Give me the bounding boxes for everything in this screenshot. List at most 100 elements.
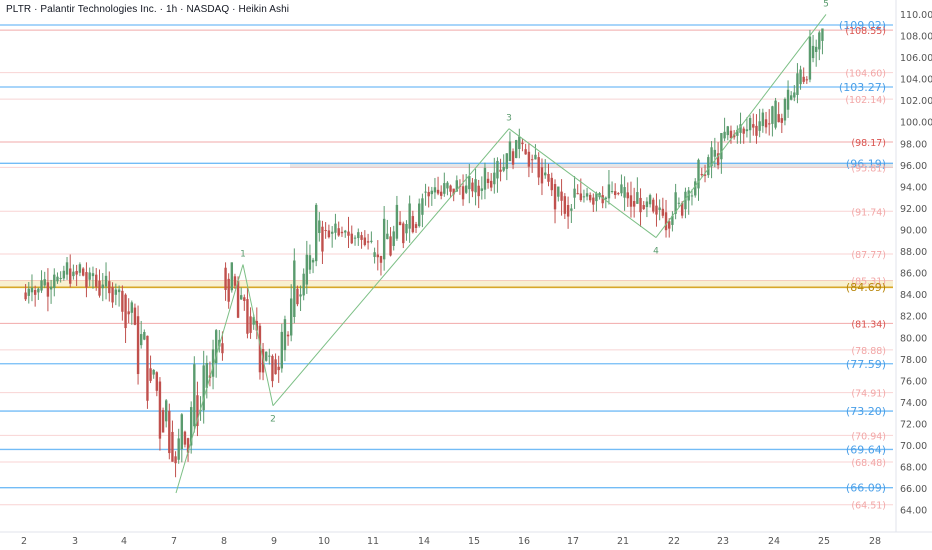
candle-body (121, 290, 124, 312)
candle-body (239, 295, 243, 300)
candle-body (464, 185, 468, 193)
y-tick-label: 80.00 (900, 333, 927, 344)
candle-body (573, 188, 576, 198)
candle-body (171, 431, 174, 462)
candle-body (739, 124, 742, 133)
candle-body (563, 196, 567, 214)
candle-body (789, 95, 793, 100)
candle-body (286, 334, 290, 337)
level-label: (96.19) (846, 157, 886, 170)
candle-body (408, 203, 411, 229)
level-label: (69.64) (846, 443, 886, 456)
candle-body (461, 186, 465, 200)
candle-body (642, 205, 645, 210)
candle-body (592, 197, 595, 205)
level-label: (74.91) (851, 389, 886, 400)
candle-body (402, 223, 405, 244)
candle-body (302, 273, 305, 296)
candle-body (405, 224, 408, 234)
candle-body (687, 190, 690, 201)
candle-body (249, 316, 252, 333)
candle-body (379, 255, 383, 263)
candle-body (530, 159, 534, 161)
candle-body (411, 216, 415, 233)
candle-body (386, 233, 389, 240)
candle-body (553, 184, 557, 210)
candle-body (742, 128, 745, 134)
candle-body (601, 195, 604, 204)
candle-body (334, 223, 337, 233)
y-tick-label: 66.00 (900, 484, 927, 495)
candle-body (186, 438, 190, 453)
candle-body (196, 395, 199, 427)
candle-body (449, 185, 452, 192)
candle-body (91, 273, 95, 277)
y-tick-label: 76.00 (900, 376, 927, 387)
candle-body (274, 359, 277, 375)
candle-body (246, 299, 249, 334)
candle-body (280, 331, 284, 369)
candle-body (771, 106, 774, 124)
candle-body (418, 203, 421, 227)
candle-body (427, 191, 430, 197)
candle-body (49, 286, 53, 290)
candle-body (69, 268, 72, 284)
candle-body (81, 268, 85, 276)
y-tick-label: 68.00 (900, 463, 927, 474)
x-tick-label: 16 (518, 536, 530, 547)
level-label: (81.34) (851, 319, 886, 330)
candle-body (805, 79, 809, 81)
wave-line (242, 264, 274, 406)
candle-body (761, 112, 765, 127)
candle-body (152, 369, 155, 375)
y-tick-label: 92.00 (900, 204, 927, 215)
candle-body (424, 191, 427, 193)
candle-body (780, 118, 784, 123)
candle-body (483, 167, 487, 190)
candle-body (155, 372, 159, 391)
candle-body (133, 307, 137, 325)
candle-body (443, 183, 446, 194)
candle-body (499, 169, 502, 172)
candle-body (95, 274, 98, 287)
candle-body (793, 92, 796, 98)
candle-body (439, 191, 443, 196)
candle-body (389, 236, 392, 256)
candle-body (289, 298, 293, 336)
candle-body (729, 130, 733, 139)
candle-body (65, 262, 69, 275)
candle-body (764, 119, 768, 128)
y-tick-label: 70.00 (900, 441, 927, 452)
candle-body (655, 205, 658, 215)
candle-body (588, 194, 592, 201)
candle-body (576, 193, 579, 195)
candle-body (544, 172, 547, 176)
x-tick-label: 17 (567, 536, 579, 547)
wave-label: 4 (653, 247, 659, 257)
candle-body (117, 289, 121, 293)
candle-body (174, 456, 177, 464)
candle-body (255, 320, 259, 331)
x-tick-label: 7 (171, 536, 177, 547)
candle-body (373, 252, 376, 257)
candle-body (40, 280, 43, 291)
level-label: (84.69) (846, 281, 886, 294)
x-tick-label: 2 (21, 536, 27, 547)
candle-body (452, 188, 455, 195)
candle-body (477, 185, 480, 197)
level-label: (77.59) (846, 358, 886, 371)
candle-body (480, 188, 484, 191)
candle-body (233, 276, 237, 286)
candle-body (382, 218, 386, 260)
candle-body (579, 193, 583, 201)
level-label: (98.17) (851, 138, 886, 149)
x-tick-label: 25 (818, 536, 830, 547)
candle-body (101, 284, 104, 289)
candle-body (707, 157, 710, 176)
candle-body (690, 195, 694, 197)
x-tick-label: 11 (367, 536, 379, 547)
candle-body (299, 294, 302, 297)
candle-body (296, 288, 299, 305)
candle-body (395, 204, 399, 239)
candle-body (202, 365, 205, 411)
